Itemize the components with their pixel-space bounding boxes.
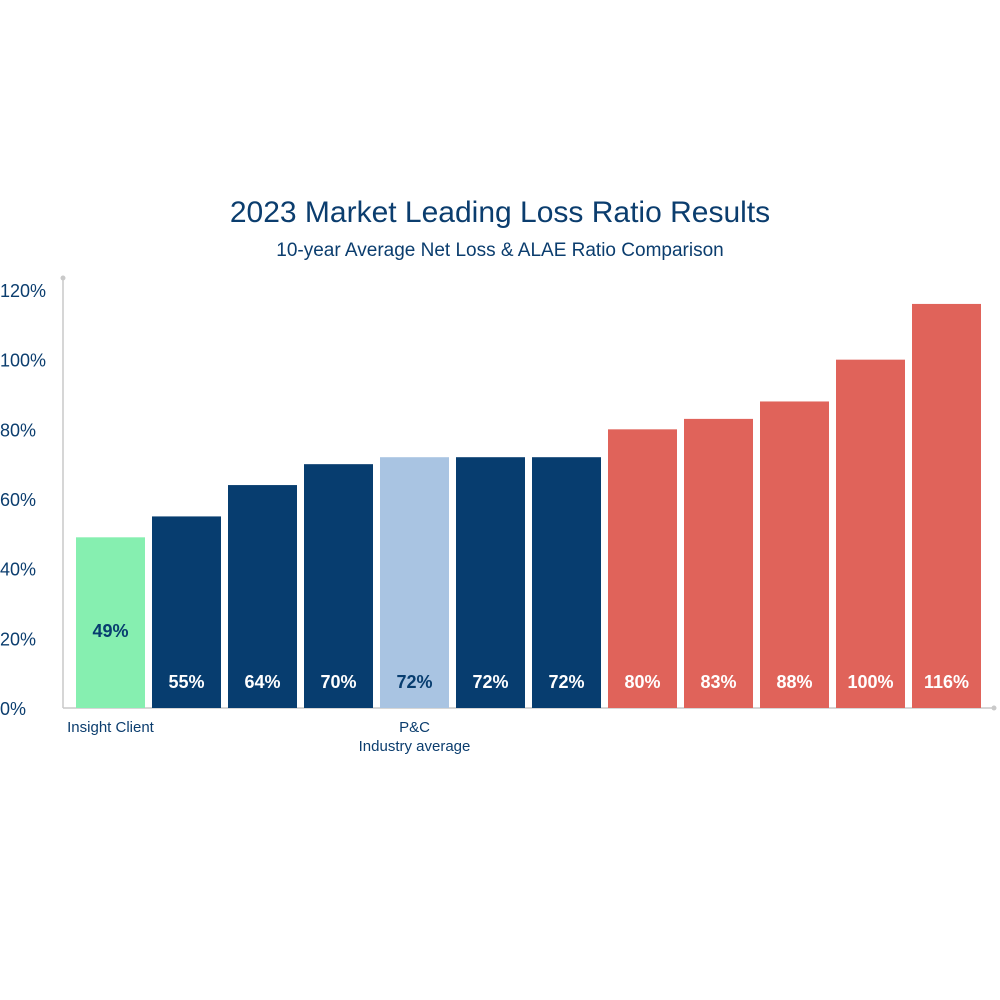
- x-axis-end-dot: [991, 705, 997, 711]
- data-label: 72%: [548, 672, 584, 692]
- bar: [836, 359, 905, 708]
- bar: [380, 457, 449, 708]
- data-label: 55%: [168, 672, 204, 692]
- y-axis-end-dot: [60, 275, 66, 281]
- data-label: 88%: [776, 672, 812, 692]
- chart-subtitle: 10-year Average Net Loss & ALAE Ratio Co…: [276, 240, 724, 261]
- bar: [912, 303, 981, 708]
- category-labels: Insight Client P&C Industry average: [67, 719, 470, 755]
- y-tick-label: 0%: [0, 699, 26, 719]
- data-label: 83%: [700, 672, 736, 692]
- data-label: 64%: [244, 672, 280, 692]
- data-label: 70%: [320, 672, 356, 692]
- y-tick-label: 20%: [0, 629, 36, 649]
- data-label: 80%: [624, 672, 660, 692]
- category-label: P&C Industry average: [359, 719, 471, 755]
- y-tick-label: 40%: [0, 560, 36, 580]
- bar: [76, 537, 145, 708]
- y-axis-ticks: 0% 20% 40% 60% 80% 100% 120%: [0, 281, 46, 719]
- data-label: 116%: [924, 672, 969, 692]
- bars: [76, 303, 981, 708]
- y-tick-label: 120%: [0, 281, 46, 301]
- chart-title: 2023 Market Leading Loss Ratio Results: [229, 196, 771, 229]
- data-label: 49%: [92, 621, 128, 641]
- bar: [304, 464, 373, 708]
- data-label: 72%: [472, 672, 508, 692]
- bar: [152, 516, 221, 708]
- y-tick-label: 80%: [0, 420, 36, 440]
- bar: [684, 418, 753, 708]
- bar: [456, 457, 525, 708]
- y-tick-label: 60%: [0, 490, 36, 510]
- data-labels: 49% 55% 64% 70% 72% 72% 72% 80% 83% 88% 100% 116%: [92, 621, 969, 692]
- bar: [532, 457, 601, 708]
- bar: [760, 401, 829, 708]
- y-tick-label: 100%: [0, 351, 46, 371]
- bar: [228, 485, 297, 708]
- data-label: 72%: [396, 672, 432, 692]
- category-label: Insight Client: [67, 719, 155, 736]
- bar: [608, 429, 677, 708]
- data-label: 100%: [847, 672, 893, 692]
